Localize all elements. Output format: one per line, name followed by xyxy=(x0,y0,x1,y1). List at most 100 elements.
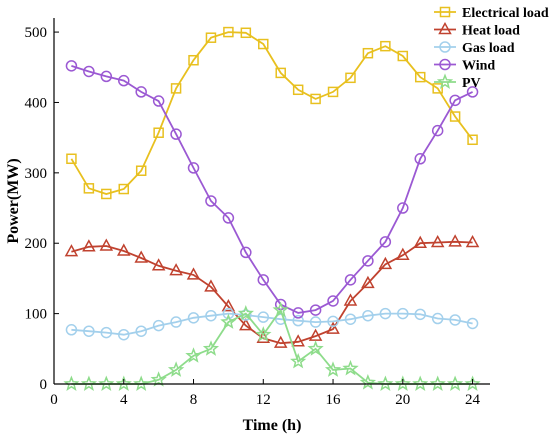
series-line-electrical-load xyxy=(70,31,474,195)
series-heat-load xyxy=(64,234,480,348)
data-point-electrical-load xyxy=(345,72,356,84)
data-point-electrical-load xyxy=(449,111,461,122)
data-point-heat-load xyxy=(169,263,183,276)
x-tick-label: 0 xyxy=(50,392,58,408)
series-line-wind xyxy=(71,65,473,314)
data-point-heat-load xyxy=(396,247,410,260)
data-point-electrical-load xyxy=(397,50,409,62)
data-point-wind xyxy=(222,212,235,224)
data-point-electrical-load xyxy=(240,27,252,39)
legend-item-wind: Wind xyxy=(434,59,495,74)
data-point-gas-load xyxy=(397,307,409,320)
data-point-electrical-load xyxy=(380,40,391,52)
data-point-wind xyxy=(152,95,165,107)
data-point-heat-load xyxy=(221,299,236,312)
data-point-wind xyxy=(83,65,95,78)
data-point-pv xyxy=(290,352,307,369)
data-point-gas-load xyxy=(344,313,357,325)
data-point-wind xyxy=(257,274,270,286)
series-gas-load xyxy=(65,307,479,341)
data-point-pv xyxy=(98,375,115,392)
data-point-heat-load xyxy=(343,293,358,306)
data-point-electrical-load xyxy=(258,38,269,50)
data-point-gas-load xyxy=(100,326,113,339)
series-wind xyxy=(65,60,479,319)
data-point-gas-load xyxy=(362,309,374,322)
data-point-heat-load xyxy=(64,244,79,257)
data-point-pv xyxy=(167,361,185,377)
data-point-electrical-load xyxy=(170,83,182,94)
x-tick-label: 12 xyxy=(256,392,271,408)
data-point-gas-load xyxy=(205,309,217,322)
data-point-heat-load xyxy=(82,239,96,252)
data-point-wind xyxy=(187,162,200,174)
data-point-gas-load xyxy=(83,325,95,337)
data-point-electrical-load xyxy=(83,183,95,194)
data-point-heat-load xyxy=(326,321,340,334)
y-tick-label: 200 xyxy=(25,236,48,252)
data-point-gas-load xyxy=(327,315,339,328)
data-point-pv xyxy=(150,371,167,387)
data-point-heat-load xyxy=(186,267,201,280)
data-point-pv xyxy=(464,375,481,392)
legend-item-gas-load: Gas load xyxy=(434,41,515,56)
data-point-gas-load xyxy=(257,311,270,323)
data-point-wind xyxy=(362,255,374,267)
data-point-gas-load xyxy=(65,324,78,336)
data-point-pv xyxy=(307,340,324,356)
legend-marker xyxy=(438,21,452,35)
data-point-electrical-load xyxy=(275,67,286,79)
data-point-wind xyxy=(344,274,357,286)
data-point-wind xyxy=(240,246,252,259)
data-point-gas-load xyxy=(222,307,235,320)
data-point-pv xyxy=(115,375,132,392)
data-point-electrical-load xyxy=(310,93,321,105)
data-point-heat-load xyxy=(99,238,114,251)
data-point-pv xyxy=(133,375,150,391)
plot-axes xyxy=(53,18,490,385)
y-tick-label: 100 xyxy=(25,307,48,323)
data-point-pv xyxy=(412,375,429,392)
data-point-gas-load xyxy=(379,307,392,320)
data-point-gas-load xyxy=(466,317,479,330)
data-point-pv xyxy=(202,340,220,356)
x-tick-label: 20 xyxy=(395,392,410,408)
data-point-wind xyxy=(449,94,461,107)
data-point-gas-load xyxy=(274,313,287,325)
data-point-pv xyxy=(220,313,237,329)
data-point-wind xyxy=(292,307,304,319)
legend-label: Gas load xyxy=(462,41,515,56)
data-point-gas-load xyxy=(431,312,444,325)
data-point-gas-load xyxy=(152,319,165,332)
legend-marker xyxy=(436,73,454,89)
legend-marker xyxy=(439,58,451,71)
x-tick-label: 24 xyxy=(465,392,481,408)
data-point-pv xyxy=(394,375,411,391)
data-point-pv xyxy=(377,375,394,392)
series-pv xyxy=(63,301,481,392)
data-point-heat-load xyxy=(448,234,462,247)
data-point-heat-load xyxy=(378,256,393,270)
data-point-electrical-load xyxy=(205,32,217,43)
data-point-electrical-load xyxy=(118,183,130,195)
data-point-gas-load xyxy=(170,316,182,328)
y-tick-label: 400 xyxy=(25,95,48,111)
data-point-pv xyxy=(80,375,98,392)
data-point-pv xyxy=(342,359,359,376)
legend-item-electrical-load: Electrical load xyxy=(434,6,549,21)
legend-marker xyxy=(439,41,451,53)
data-point-electrical-load xyxy=(362,47,374,59)
data-point-heat-load xyxy=(361,275,375,289)
data-point-heat-load xyxy=(239,318,253,331)
y-axis-title: Power(MW) xyxy=(5,158,22,243)
data-point-wind xyxy=(135,86,147,98)
data-point-pv xyxy=(429,375,446,392)
data-point-heat-load xyxy=(151,258,166,271)
data-point-electrical-load xyxy=(135,165,147,176)
data-point-heat-load xyxy=(308,328,323,341)
data-point-electrical-load xyxy=(153,127,164,138)
legend-label: Wind xyxy=(462,59,495,74)
series-line-gas-load xyxy=(71,312,473,336)
data-point-pv xyxy=(359,374,377,390)
data-point-wind xyxy=(379,236,392,248)
